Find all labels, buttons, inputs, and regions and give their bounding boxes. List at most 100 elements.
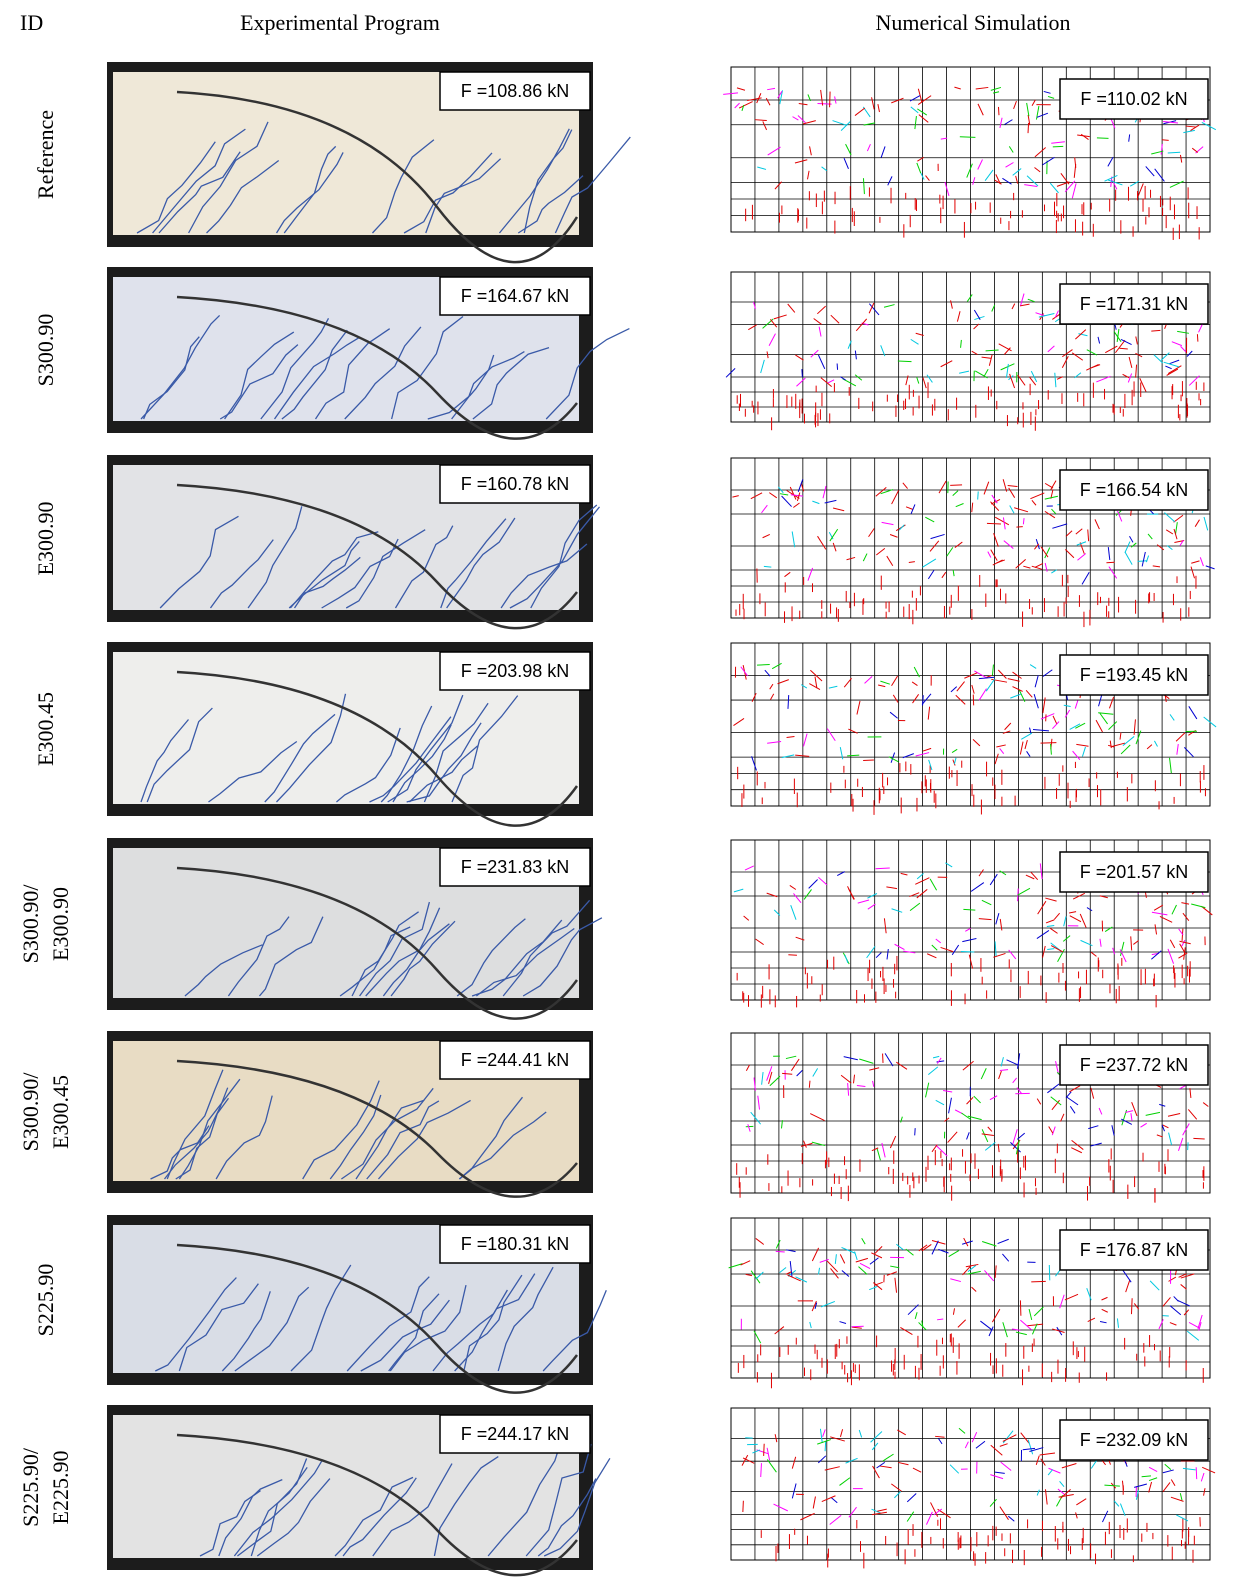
crack xyxy=(530,504,598,609)
crack-strain xyxy=(966,294,973,302)
crack-strain xyxy=(1099,938,1102,947)
crack xyxy=(288,540,360,609)
crack-strain xyxy=(900,872,908,876)
crack xyxy=(283,145,337,234)
crack-strain xyxy=(1102,1510,1109,1523)
crack-strain xyxy=(1049,182,1059,194)
crack-strain xyxy=(1182,912,1190,922)
crack-strain xyxy=(1019,741,1024,755)
crack-strain xyxy=(802,120,816,125)
crack-strain xyxy=(965,1263,979,1268)
crack xyxy=(209,539,274,609)
crack-strain xyxy=(839,1254,846,1264)
crack-strain xyxy=(997,1238,1009,1245)
crack xyxy=(408,745,479,803)
crack xyxy=(215,1095,273,1180)
crack-strain xyxy=(1076,541,1087,546)
crack-strain xyxy=(1043,90,1051,94)
crack-strain xyxy=(765,97,771,106)
crack-strain xyxy=(1177,1299,1191,1307)
crack-strain xyxy=(912,694,920,704)
crack-strain xyxy=(788,954,797,956)
crack-strain xyxy=(1154,924,1158,935)
crack-strain xyxy=(792,116,799,121)
crack-strain xyxy=(878,684,886,688)
crack xyxy=(451,351,525,420)
crack xyxy=(289,531,379,609)
numerical-force: F =237.72 kN xyxy=(1080,1055,1189,1075)
crack xyxy=(542,1289,607,1372)
crack-strain xyxy=(1018,689,1026,703)
crack-strain xyxy=(894,943,905,951)
crack-strain xyxy=(797,479,804,492)
crack-strain xyxy=(1079,913,1087,928)
crack-strain xyxy=(1087,1317,1096,1323)
crack-strain xyxy=(796,1070,803,1077)
crack-strain xyxy=(908,561,915,564)
crack-strain xyxy=(985,349,999,352)
crack-strain xyxy=(940,137,948,140)
crack-strain xyxy=(985,678,996,692)
crack-strain xyxy=(987,551,992,558)
crack-strain xyxy=(818,1267,821,1275)
crack-strain xyxy=(1002,1322,1008,1338)
crack-strain xyxy=(1170,1496,1184,1502)
crack-strain xyxy=(800,483,805,492)
crack-strain xyxy=(996,744,1006,748)
crack-strain xyxy=(935,938,942,944)
crack-strain xyxy=(1034,167,1041,173)
crack-strain xyxy=(1156,1134,1163,1138)
crack-strain xyxy=(1166,368,1179,376)
crack-strain xyxy=(1045,897,1057,902)
crack-strain xyxy=(1160,143,1163,155)
crack-strain xyxy=(941,571,947,579)
crack-strain xyxy=(1099,895,1108,899)
crack-strain xyxy=(1002,730,1011,734)
crack-strain xyxy=(938,480,947,494)
crack-strain xyxy=(1197,1314,1203,1329)
crack-strain xyxy=(856,1085,866,1087)
crack-strain xyxy=(1075,329,1087,340)
crack-strain xyxy=(907,1304,919,1316)
crack-strain xyxy=(900,1327,913,1336)
crack-strain xyxy=(732,495,739,498)
crack-strain xyxy=(1151,329,1161,332)
crack-strain xyxy=(1129,536,1134,543)
crack-strain xyxy=(1101,1296,1108,1301)
crack-strain xyxy=(1015,1140,1020,1155)
crack-strain xyxy=(1002,1430,1014,1444)
crack-strain xyxy=(1190,124,1200,131)
crack-strain xyxy=(1104,1484,1120,1487)
crack-strain xyxy=(1000,1461,1012,1471)
crack-strain xyxy=(817,1455,827,1464)
crack-strain xyxy=(1179,940,1191,945)
crack-strain xyxy=(891,675,898,686)
crack-strain xyxy=(926,374,933,383)
crack-strain xyxy=(771,662,782,670)
crack-strain xyxy=(1057,1488,1065,1495)
crack-strain xyxy=(900,1116,903,1123)
crack-strain xyxy=(991,304,996,312)
crack-strain xyxy=(1113,1500,1120,1507)
crack-strain xyxy=(1042,945,1046,958)
crack-strain xyxy=(880,489,894,495)
crack-strain xyxy=(1098,1107,1103,1115)
crack xyxy=(425,158,502,234)
crack-strain xyxy=(1016,1132,1026,1140)
crack-strain xyxy=(753,1330,762,1344)
crack-strain xyxy=(910,504,916,515)
crack-strain xyxy=(925,516,935,523)
crack xyxy=(247,506,303,609)
crack xyxy=(154,1277,237,1372)
crack-strain xyxy=(1201,905,1213,916)
crack-strain xyxy=(953,757,957,765)
crack-strain xyxy=(881,1142,886,1158)
crack-strain xyxy=(955,694,966,705)
crack-strain xyxy=(925,175,930,181)
crack-strain xyxy=(936,1057,942,1064)
crack-strain xyxy=(886,1271,898,1276)
row-id: S300.90 xyxy=(33,314,58,387)
crack-strain xyxy=(1190,566,1195,579)
crack-strain xyxy=(1061,356,1069,368)
crack xyxy=(427,354,495,420)
